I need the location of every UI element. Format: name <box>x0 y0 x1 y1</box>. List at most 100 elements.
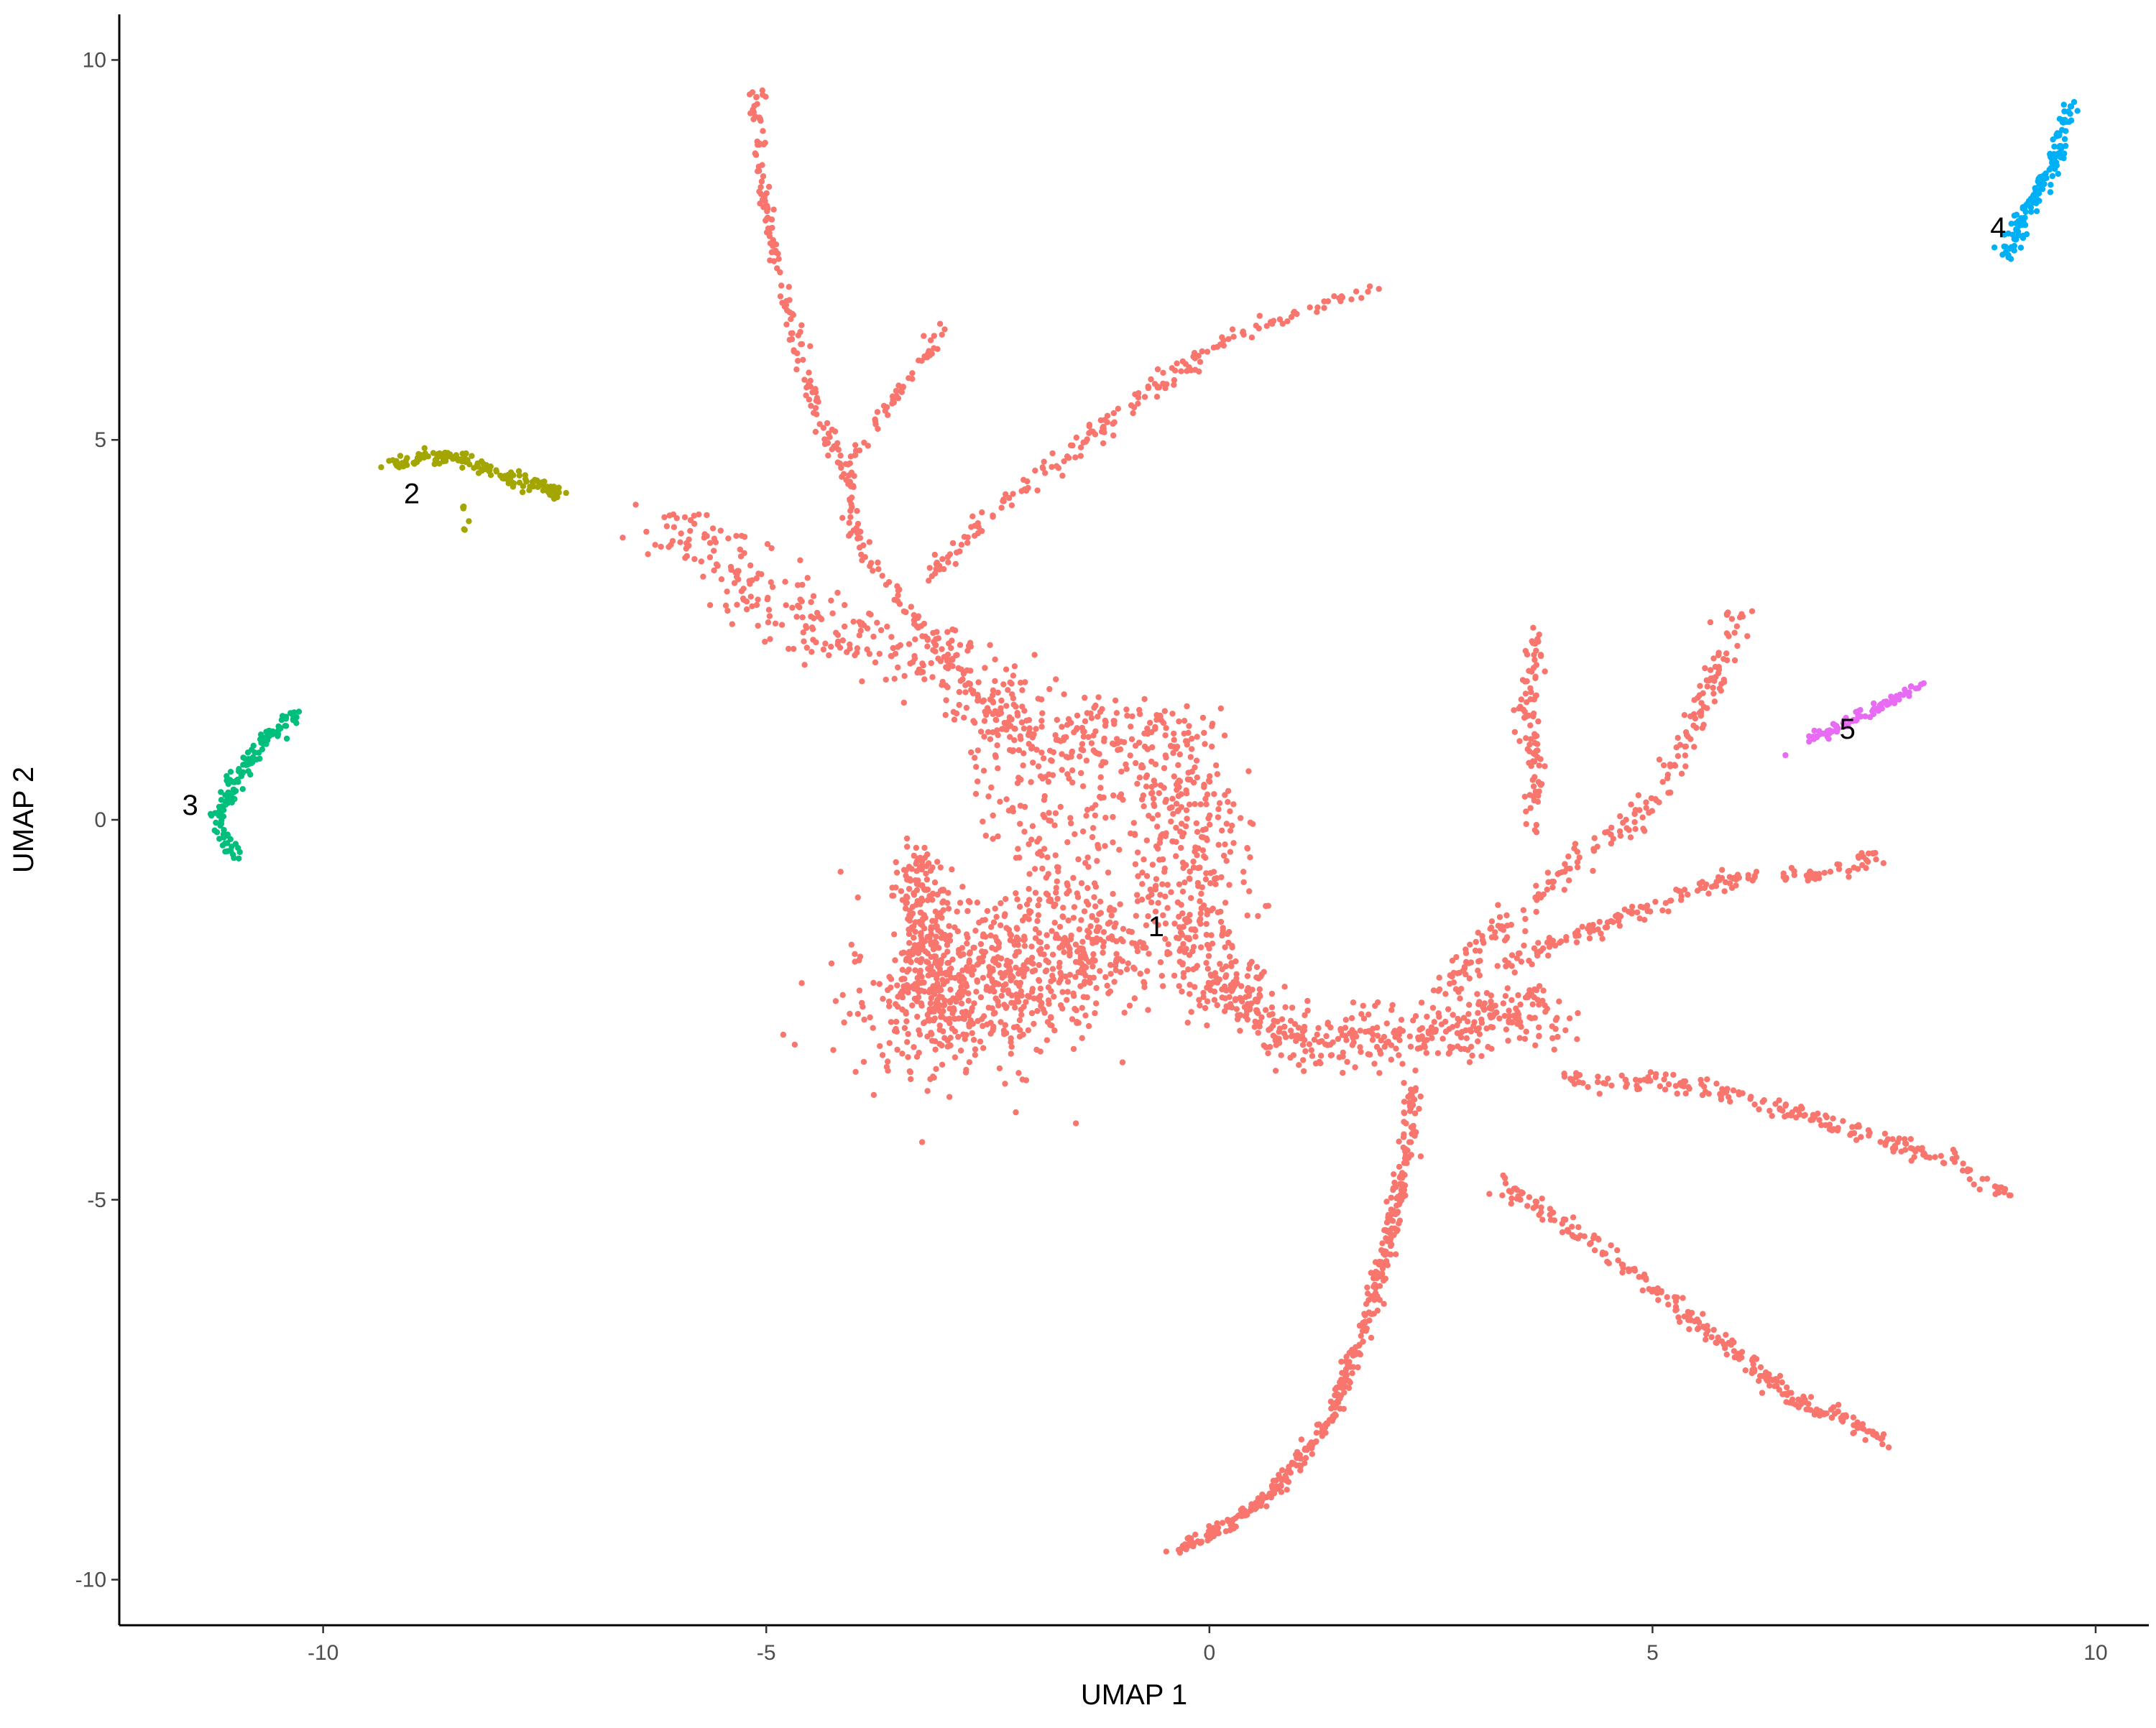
data-point <box>874 619 880 626</box>
data-point <box>939 887 946 893</box>
data-point <box>277 725 284 731</box>
data-point <box>1040 465 1046 471</box>
data-point <box>1529 961 1535 968</box>
data-point <box>808 599 814 606</box>
data-point <box>911 934 917 941</box>
data-point <box>1627 834 1634 841</box>
data-point <box>1756 1377 1762 1385</box>
data-point <box>847 1010 853 1017</box>
data-point <box>1031 967 1038 974</box>
data-point <box>1805 1400 1812 1408</box>
data-point <box>1161 865 1169 872</box>
data-point <box>1522 915 1529 923</box>
data-point <box>1110 839 1116 846</box>
data-point <box>900 949 907 956</box>
data-point <box>2022 205 2028 211</box>
data-point <box>911 1044 917 1050</box>
data-point <box>1636 1274 1642 1280</box>
data-point <box>962 682 969 688</box>
data-point <box>1225 939 1232 946</box>
data-point <box>1031 652 1038 658</box>
data-point <box>743 599 750 605</box>
data-point <box>1107 971 1114 977</box>
data-point <box>1141 394 1148 400</box>
data-point <box>944 651 952 658</box>
cluster-label-2: 2 <box>404 478 420 509</box>
data-point <box>1026 741 1032 747</box>
data-point <box>941 952 947 959</box>
data-point <box>891 596 898 603</box>
data-point <box>1467 941 1473 948</box>
data-point <box>894 1046 900 1053</box>
data-point <box>932 1046 939 1053</box>
data-point <box>1432 1027 1439 1033</box>
data-point <box>1672 1083 1680 1089</box>
data-point <box>1751 1101 1758 1108</box>
data-point <box>2027 204 2035 211</box>
data-point <box>1293 1038 1299 1045</box>
data-point <box>1187 981 1193 988</box>
data-point <box>1121 1009 1128 1016</box>
data-point <box>1261 1042 1267 1049</box>
data-point <box>918 935 925 942</box>
data-point <box>1535 891 1542 897</box>
data-point <box>757 117 764 124</box>
data-point <box>1623 1081 1630 1087</box>
data-point <box>1219 932 1225 939</box>
data-point <box>1532 752 1539 758</box>
data-point <box>768 216 775 223</box>
data-point <box>1202 876 1210 883</box>
data-point <box>837 869 844 875</box>
data-point <box>1298 1436 1305 1443</box>
data-point <box>1396 1174 1404 1181</box>
data-point <box>1401 1080 1407 1086</box>
data-point <box>1284 1468 1290 1475</box>
data-point <box>1337 1395 1343 1402</box>
data-point <box>278 716 285 724</box>
data-point <box>1209 743 1215 750</box>
data-point <box>842 601 848 609</box>
data-point <box>763 190 770 197</box>
data-point <box>758 178 765 185</box>
data-point <box>1475 1009 1481 1017</box>
data-point <box>980 974 987 981</box>
data-point <box>1342 1025 1349 1031</box>
data-point <box>839 473 845 480</box>
data-point <box>1038 1002 1044 1009</box>
data-point <box>1503 934 1511 941</box>
data-point <box>225 848 231 854</box>
data-point <box>1710 685 1716 691</box>
data-point <box>1230 1525 1237 1532</box>
data-point <box>1025 1027 1032 1034</box>
data-point <box>1744 633 1751 639</box>
data-point <box>914 898 921 905</box>
data-point <box>1314 309 1320 315</box>
data-point <box>1299 1042 1307 1048</box>
data-point <box>725 535 732 542</box>
data-point <box>929 971 936 978</box>
data-point <box>1821 869 1828 876</box>
data-point <box>1325 298 1332 305</box>
data-point <box>1210 344 1217 351</box>
data-point <box>1529 638 1535 644</box>
data-point <box>1750 1361 1756 1368</box>
data-point <box>1185 729 1192 736</box>
data-point <box>1078 917 1084 923</box>
data-point <box>1575 932 1582 939</box>
data-point <box>1283 1034 1289 1040</box>
data-point <box>759 87 766 93</box>
data-point <box>1827 869 1834 875</box>
data-point <box>828 597 834 604</box>
data-point <box>1506 1188 1513 1194</box>
data-point <box>1138 896 1146 903</box>
data-point <box>903 872 909 879</box>
data-point <box>1355 1350 1363 1357</box>
data-point <box>1412 1085 1419 1091</box>
data-point <box>1823 1114 1830 1121</box>
data-point <box>1199 884 1206 891</box>
data-point <box>1531 827 1538 833</box>
data-point <box>1338 1359 1345 1365</box>
data-point <box>1576 854 1583 861</box>
data-point <box>1686 1326 1692 1333</box>
data-point <box>1005 926 1013 933</box>
